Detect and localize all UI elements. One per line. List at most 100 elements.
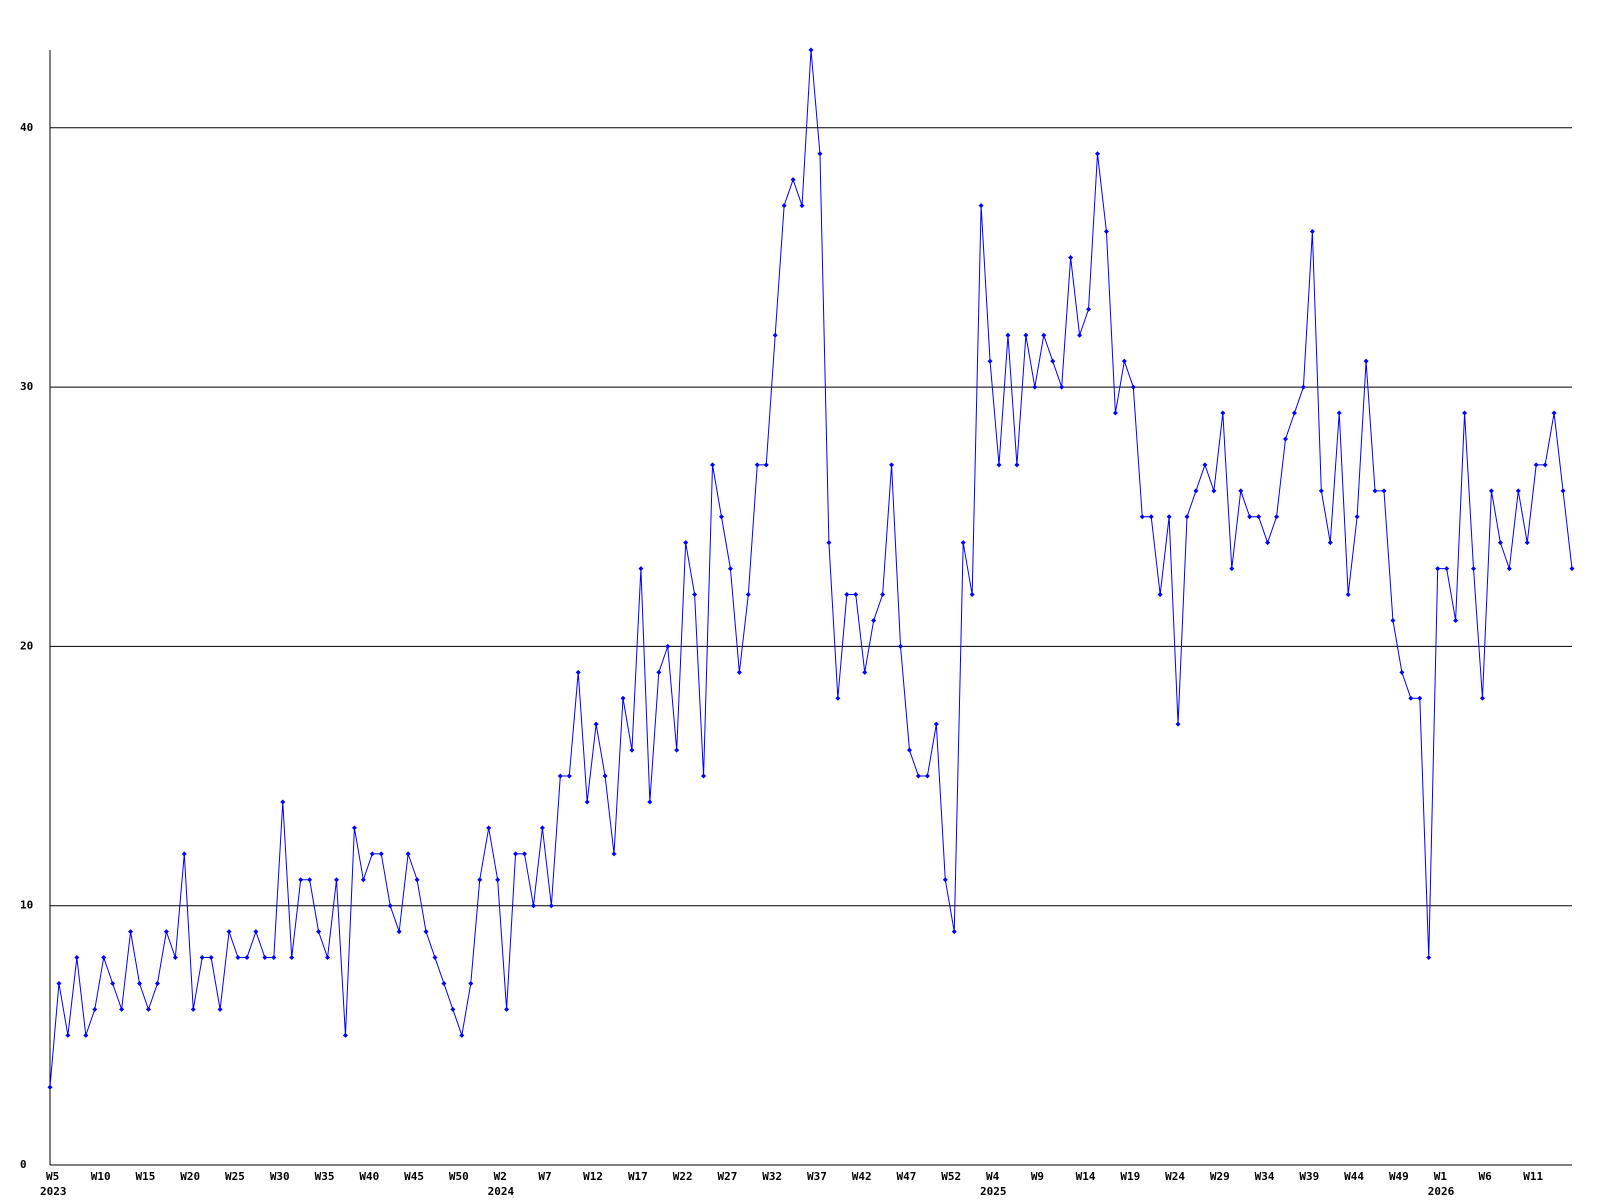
data-point bbox=[548, 903, 554, 909]
data-point bbox=[1515, 488, 1521, 494]
data-point bbox=[307, 877, 313, 883]
data-point bbox=[602, 773, 608, 779]
x-tick-label: W32 bbox=[762, 1170, 782, 1183]
x-tick-label: W49 bbox=[1389, 1170, 1409, 1183]
x-year-label: 2023 bbox=[40, 1185, 67, 1198]
data-point bbox=[539, 825, 545, 831]
data-point bbox=[835, 695, 841, 701]
x-year-label: 2024 bbox=[488, 1185, 515, 1198]
x-tick-label: W10 bbox=[91, 1170, 111, 1183]
data-point bbox=[1551, 410, 1557, 416]
data-point bbox=[799, 203, 805, 209]
data-point bbox=[414, 877, 420, 883]
data-point bbox=[1426, 955, 1432, 961]
data-point bbox=[1399, 669, 1405, 675]
data-point bbox=[1372, 488, 1378, 494]
x-tick-label: W47 bbox=[897, 1170, 917, 1183]
data-point bbox=[316, 929, 322, 935]
data-point bbox=[1068, 254, 1074, 260]
data-point bbox=[1220, 410, 1226, 416]
x-tick-label: W40 bbox=[359, 1170, 379, 1183]
data-point bbox=[1139, 514, 1145, 520]
x-tick-label: W24 bbox=[1165, 1170, 1185, 1183]
data-point bbox=[468, 980, 474, 986]
data-point bbox=[342, 1032, 348, 1038]
data-point bbox=[333, 877, 339, 883]
data-point bbox=[1211, 488, 1217, 494]
data-point bbox=[405, 851, 411, 857]
data-point bbox=[898, 643, 904, 649]
data-point bbox=[1238, 488, 1244, 494]
data-point bbox=[423, 929, 429, 935]
x-tick-label: W30 bbox=[270, 1170, 290, 1183]
x-tick-label: W27 bbox=[717, 1170, 737, 1183]
data-point bbox=[638, 566, 644, 572]
data-point bbox=[450, 1006, 456, 1012]
data-point bbox=[969, 592, 975, 598]
data-point bbox=[754, 462, 760, 468]
data-point bbox=[674, 747, 680, 753]
data-point bbox=[1309, 229, 1315, 235]
data-point bbox=[817, 151, 823, 157]
x-tick-label: W29 bbox=[1210, 1170, 1230, 1183]
data-point bbox=[566, 773, 572, 779]
data-point bbox=[575, 669, 581, 675]
data-point bbox=[781, 203, 787, 209]
data-point bbox=[325, 955, 331, 961]
data-point bbox=[1130, 384, 1136, 390]
data-point bbox=[477, 877, 483, 883]
x-tick-label: W19 bbox=[1120, 1170, 1140, 1183]
x-tick-label: W50 bbox=[449, 1170, 469, 1183]
data-point bbox=[790, 177, 796, 183]
data-point bbox=[208, 955, 214, 961]
x-tick-label: W25 bbox=[225, 1170, 245, 1183]
data-point bbox=[1291, 410, 1297, 416]
data-point bbox=[853, 592, 859, 598]
data-point bbox=[1059, 384, 1065, 390]
data-point bbox=[74, 955, 80, 961]
x-tick-label: W34 bbox=[1255, 1170, 1275, 1183]
data-point bbox=[360, 877, 366, 883]
data-point bbox=[826, 540, 832, 546]
y-tick-label: 10 bbox=[20, 899, 33, 912]
x-tick-label: W44 bbox=[1344, 1170, 1364, 1183]
y-tick-label: 20 bbox=[20, 639, 33, 652]
data-point bbox=[647, 799, 653, 805]
data-point bbox=[217, 1006, 223, 1012]
x-tick-label: W35 bbox=[315, 1170, 335, 1183]
data-point bbox=[1103, 229, 1109, 235]
data-point bbox=[1077, 332, 1083, 338]
data-point bbox=[718, 514, 724, 520]
data-point bbox=[710, 462, 716, 468]
data-point bbox=[530, 903, 536, 909]
data-point bbox=[47, 1084, 53, 1090]
data-point bbox=[1229, 566, 1235, 572]
data-point bbox=[504, 1006, 510, 1012]
x-tick-label: W4 bbox=[986, 1170, 1000, 1183]
data-point bbox=[1148, 514, 1154, 520]
data-point bbox=[942, 877, 948, 883]
data-point bbox=[1444, 566, 1450, 572]
data-point bbox=[1166, 514, 1172, 520]
data-point bbox=[396, 929, 402, 935]
data-point bbox=[65, 1032, 71, 1038]
data-point bbox=[692, 592, 698, 598]
data-point bbox=[772, 332, 778, 338]
data-point bbox=[1005, 332, 1011, 338]
data-point bbox=[1041, 332, 1047, 338]
data-point bbox=[244, 955, 250, 961]
data-point bbox=[1506, 566, 1512, 572]
data-point bbox=[933, 721, 939, 727]
x-tick-label: W7 bbox=[538, 1170, 551, 1183]
x-tick-label: W14 bbox=[1076, 1170, 1096, 1183]
data-point bbox=[1175, 721, 1181, 727]
data-point bbox=[951, 929, 957, 935]
data-point bbox=[441, 980, 447, 986]
x-tick-label: W42 bbox=[852, 1170, 872, 1183]
data-point bbox=[1471, 566, 1477, 572]
data-point bbox=[1050, 358, 1056, 364]
data-point bbox=[1542, 462, 1548, 468]
data-point bbox=[522, 851, 528, 857]
data-point bbox=[163, 929, 169, 935]
